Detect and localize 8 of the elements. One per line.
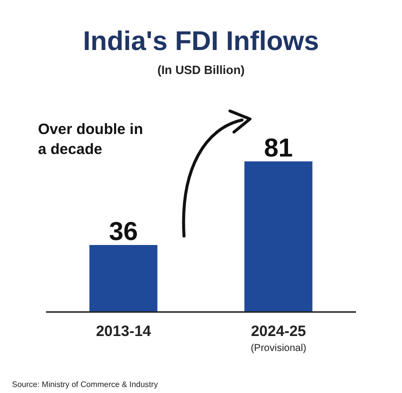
x-tick-label: 2024-25 (Provisional): [250, 323, 306, 354]
data-label: 36: [108, 216, 138, 246]
chart-subtitle: (In USD Billion): [156, 63, 246, 77]
source-note: Source: Ministry of Commerce & Industry: [12, 380, 158, 389]
data-label: 81: [264, 132, 293, 162]
text: Over double in a decade: [38, 120, 144, 160]
x-tick-label: 2013-14: [96, 323, 152, 340]
chart-title: India's FDI Inflows: [82, 25, 320, 57]
